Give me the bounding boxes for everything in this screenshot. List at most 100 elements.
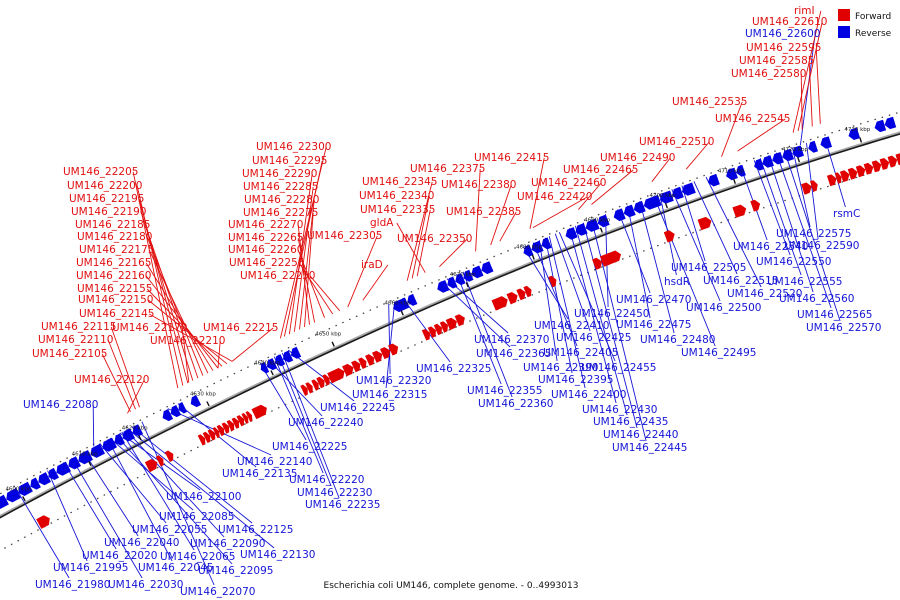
reverse-leader-line xyxy=(259,363,307,441)
reverse-leader-line xyxy=(582,222,638,429)
forward-leader-line xyxy=(147,299,228,365)
forward-leader-line xyxy=(297,224,310,325)
reverse-gene-2 xyxy=(18,481,33,496)
reverse-gene-48 xyxy=(754,158,764,171)
reverse-leader-line xyxy=(388,304,391,375)
forward-gene-label: UM146_22585 xyxy=(739,55,814,67)
reverse-gene-label: UM146_22405 xyxy=(543,347,618,359)
reverse-gene-19 xyxy=(266,358,278,371)
reverse-gene-label: UM146_22125 xyxy=(218,524,293,536)
reverse-gene-label: UM146_22230 xyxy=(297,487,372,499)
forward-gene-43 xyxy=(697,216,712,231)
reverse-gene-label: UM146_22500 xyxy=(686,302,761,314)
reverse-gene-label: UM146_22090 xyxy=(190,538,265,550)
forward-gene-label: UM146_22350 xyxy=(397,233,472,245)
reverse-gene-16 xyxy=(178,402,188,414)
scale-tick xyxy=(664,203,668,209)
reverse-gene-label: UM146_21995 xyxy=(53,562,128,574)
forward-gene-label: UM146_22535 xyxy=(672,96,747,108)
scale-tick xyxy=(733,178,736,184)
reverse-gene-label: UM146_22095 xyxy=(198,565,273,577)
reverse-gene-label: UM146_22085 xyxy=(159,511,234,523)
scale-tick-label: 4680 kbp xyxy=(516,245,542,251)
scale-tick-label: 4610 kbp xyxy=(72,451,98,457)
forward-gene-label: UM146_22180 xyxy=(77,231,152,243)
reverse-leader-lines xyxy=(15,33,846,586)
forward-gene-20 xyxy=(322,374,330,386)
reverse-gene-label: rsmC xyxy=(833,208,860,220)
forward-gene-12 xyxy=(236,415,245,427)
forward-gene-18 xyxy=(311,379,319,391)
forward-gene-4 xyxy=(197,434,206,446)
reverse-leader-line xyxy=(705,176,762,288)
forward-gene-label: UM146_22490 xyxy=(600,152,675,164)
reverse-gene-label: UM146_22575 xyxy=(776,228,851,240)
scale-tick xyxy=(400,310,404,316)
forward-gene-51 xyxy=(847,167,858,180)
reverse-gene-26 xyxy=(447,276,458,289)
reverse-gene-label: UM146_22135 xyxy=(222,468,297,480)
reverse-leader-line xyxy=(558,232,616,362)
forward-leader-line xyxy=(792,10,822,133)
reverse-gene-49 xyxy=(762,155,774,168)
reverse-gene-label: UM146_22020 xyxy=(82,550,157,562)
forward-gene-label: UM146_22610 xyxy=(752,16,827,28)
forward-leader-line xyxy=(132,171,179,389)
reverse-gene-39 xyxy=(623,204,636,218)
forward-gene-label: UM146_22295 xyxy=(252,155,327,167)
forward-gene-34 xyxy=(454,314,465,327)
forward-gene-label: UM146_22190 xyxy=(71,206,146,218)
forward-leader-line xyxy=(439,238,468,268)
scale-ticks: 4600 kbp 4610 kbp 4620 kbp 4630 kbp 4640 kbp… xyxy=(5,127,871,502)
forward-gene-13 xyxy=(241,413,249,424)
forward-gene-21 xyxy=(327,368,345,384)
forward-leader-line xyxy=(737,118,786,152)
forward-gene-38 xyxy=(523,285,532,298)
forward-leader-line xyxy=(578,182,602,210)
forward-gene-label: UM146_22145 xyxy=(79,308,154,320)
reverse-gene-label: UM146_22520 xyxy=(727,288,802,300)
forward-leader-line xyxy=(297,237,316,323)
reverse-gene-label: UM146_22540 xyxy=(733,241,808,253)
forward-leader-line xyxy=(309,275,341,312)
reverse-gene-label: UM146_22400 xyxy=(551,389,626,401)
reverse-gene-0 xyxy=(0,494,9,509)
reverse-gene-label: UM146_22240 xyxy=(288,417,363,429)
reverse-leader-line xyxy=(806,142,819,240)
reverse-leader-line xyxy=(639,200,675,334)
scale-tick xyxy=(331,341,335,347)
reverse-gene-3 xyxy=(30,477,41,490)
forward-gene-40 xyxy=(592,257,603,270)
reverse-gene-label: UM146_22325 xyxy=(416,363,491,375)
scale-tick xyxy=(206,401,210,407)
forward-leader-line xyxy=(297,249,326,318)
reverse-gene-1 xyxy=(6,488,21,503)
forward-gene-label: UM146_22165 xyxy=(76,257,151,269)
reverse-leader-line xyxy=(273,356,324,474)
reverse-gene-label: UM146_22505 xyxy=(671,262,746,274)
map-caption: Escherichia coli UM146, complete genome.… xyxy=(324,581,579,591)
reverse-leader-line xyxy=(462,271,513,398)
forward-gene-label: UM146_22460 xyxy=(531,177,606,189)
reverse-gene-9 xyxy=(90,443,105,458)
forward-leader-line xyxy=(110,326,140,408)
reverse-gene-41 xyxy=(643,194,662,210)
forward-gene-23 xyxy=(351,360,361,373)
reverse-gene-label: UM146_21980 xyxy=(35,579,110,591)
reverse-gene-31 xyxy=(523,244,534,257)
reverse-gene-label: UM146_22355 xyxy=(467,385,542,397)
forward-gene-label: UM146_22160 xyxy=(76,270,151,282)
reverse-gene-label: UM146_22570 xyxy=(806,322,881,334)
forward-leader-line xyxy=(231,327,274,362)
forward-gene-label: UM146_22250 xyxy=(240,270,315,282)
scale-tick xyxy=(465,282,469,288)
forward-guide-dots xyxy=(4,163,900,549)
forward-gene-53 xyxy=(863,162,874,175)
reverse-gene-label: UM146_22445 xyxy=(612,442,687,454)
forward-gene-label: UM146_22120 xyxy=(74,374,149,386)
forward-gene-label: UM146_22260 xyxy=(228,244,303,256)
forward-gene-label: UM146_22170 xyxy=(112,322,187,334)
forward-gene-label: UM146_22115 xyxy=(41,321,116,333)
forward-leader-line xyxy=(304,212,314,328)
forward-gene-2 xyxy=(155,455,164,467)
